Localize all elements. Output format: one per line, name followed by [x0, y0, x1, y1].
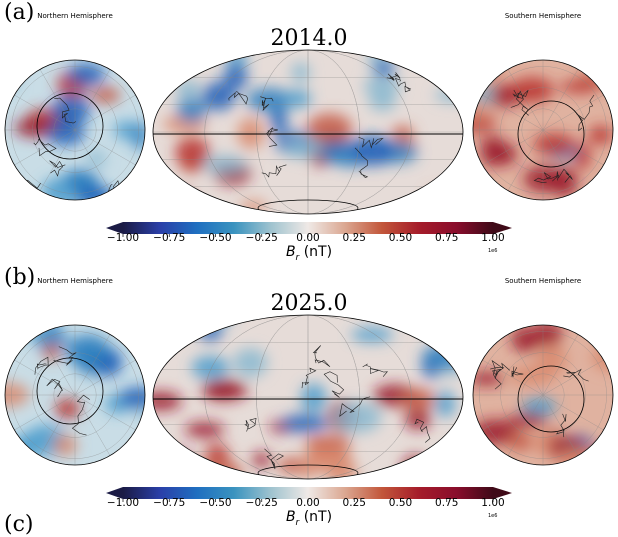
colorbar-tick-label: −1.00: [107, 497, 139, 509]
colorbar-tick-label: −1.00: [107, 232, 139, 244]
colorbar-tick-label: 0.50: [389, 497, 412, 509]
global-mollweide-map: [139, 307, 468, 486]
label-var: B: [286, 244, 296, 260]
colorbar-exponent: 1e6: [488, 248, 497, 254]
colorbar-exponent: 1e6: [488, 513, 497, 519]
southern-hemisphere-map: [468, 322, 618, 472]
colorbar-tick-label: −0.50: [199, 497, 231, 509]
colorbar-tick-label: 1.00: [481, 497, 504, 509]
maps-svg: [0, 265, 618, 530]
colorbar-tick-label: 0.75: [435, 497, 458, 509]
label-var: B: [286, 509, 296, 525]
colorbar-tick-label: −0.75: [153, 232, 185, 244]
colorbar-tick-label: 0.25: [343, 232, 366, 244]
colorbar-tick-label: −0.50: [199, 232, 231, 244]
panel-b: (b) 2025.0 Northern Hemisphere Southern …: [0, 265, 618, 530]
colorbar-tick-label: 0.00: [296, 497, 319, 509]
colorbar-tick-label: 1.00: [481, 232, 504, 244]
colorbar-tick-label: −0.75: [153, 497, 185, 509]
panel-c-label: (c): [4, 512, 34, 537]
colorbar-tick-label: −0.25: [246, 497, 278, 509]
northern-hemisphere-map: [0, 60, 148, 211]
panel-a: (a) 2014.0 Northern Hemisphere Southern …: [0, 0, 618, 265]
colorbar-label: Br (nT): [0, 244, 618, 263]
northern-hemisphere-map: [0, 323, 158, 465]
label-unit: (nT): [299, 244, 332, 260]
maps-svg: [0, 0, 618, 265]
label-unit: (nT): [299, 509, 332, 525]
colorbar-label: Br (nT): [0, 509, 618, 528]
colorbar-tick-label: 0.25: [343, 497, 366, 509]
colorbar-tick-label: 0.50: [389, 232, 412, 244]
colorbar-tick-label: 0.00: [296, 232, 319, 244]
colorbar-tick-label: 0.75: [435, 232, 458, 244]
colorbar-tick-label: −0.25: [246, 232, 278, 244]
